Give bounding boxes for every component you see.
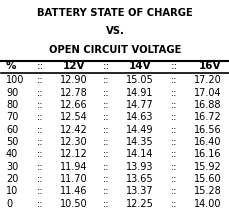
Text: ::: ::	[37, 88, 43, 98]
Text: 13.37: 13.37	[126, 186, 153, 196]
Text: ::: ::	[102, 61, 109, 71]
Text: 12V: 12V	[63, 61, 85, 71]
Text: 14.77: 14.77	[125, 100, 153, 110]
Text: ::: ::	[170, 112, 177, 122]
Text: 14.49: 14.49	[126, 125, 153, 135]
Text: 10.50: 10.50	[60, 199, 87, 208]
Text: 16.72: 16.72	[193, 112, 221, 122]
Text: ::: ::	[102, 125, 109, 135]
Text: 10: 10	[6, 186, 18, 196]
Text: 12.12: 12.12	[60, 149, 88, 159]
Text: ::: ::	[170, 149, 177, 159]
Text: 17.04: 17.04	[193, 88, 221, 98]
Text: 15.28: 15.28	[193, 186, 221, 196]
Text: 0: 0	[6, 199, 12, 208]
Text: ::: ::	[170, 186, 177, 196]
Text: ::: ::	[170, 174, 177, 184]
Text: 14.14: 14.14	[126, 149, 153, 159]
Text: 15.60: 15.60	[193, 174, 221, 184]
Text: 15.05: 15.05	[125, 75, 153, 85]
Text: 16.56: 16.56	[193, 125, 221, 135]
Text: ::: ::	[37, 112, 43, 122]
Text: 11.94: 11.94	[60, 162, 87, 172]
Text: BATTERY STATE OF CHARGE: BATTERY STATE OF CHARGE	[37, 8, 192, 18]
Text: ::: ::	[102, 149, 109, 159]
Text: 12.30: 12.30	[60, 137, 87, 147]
Text: 80: 80	[6, 100, 18, 110]
Text: 12.54: 12.54	[60, 112, 88, 122]
Text: 11.46: 11.46	[60, 186, 87, 196]
Text: 16.16: 16.16	[194, 149, 221, 159]
Text: 70: 70	[6, 112, 18, 122]
Text: ::: ::	[36, 61, 44, 71]
Text: ::: ::	[102, 174, 109, 184]
Text: 30: 30	[6, 162, 18, 172]
Text: ::: ::	[102, 137, 109, 147]
Text: ::: ::	[37, 149, 43, 159]
Text: ::: ::	[170, 75, 177, 85]
Text: 60: 60	[6, 125, 18, 135]
Text: ::: ::	[170, 137, 177, 147]
Text: ::: ::	[102, 112, 109, 122]
Text: 90: 90	[6, 88, 18, 98]
Text: 50: 50	[6, 137, 18, 147]
Text: ::: ::	[170, 162, 177, 172]
Text: ::: ::	[37, 199, 43, 208]
Text: 14.35: 14.35	[126, 137, 153, 147]
Text: OPEN CIRCUIT VOLTAGE: OPEN CIRCUIT VOLTAGE	[49, 45, 180, 55]
Text: 12.42: 12.42	[60, 125, 88, 135]
Text: 16.88: 16.88	[194, 100, 221, 110]
Text: ::: ::	[37, 125, 43, 135]
Text: ::: ::	[37, 100, 43, 110]
Text: VS.: VS.	[105, 26, 124, 36]
Text: ::: ::	[102, 186, 109, 196]
Text: 12.66: 12.66	[60, 100, 87, 110]
Text: 12.78: 12.78	[60, 88, 88, 98]
Text: 14.63: 14.63	[126, 112, 153, 122]
Text: ::: ::	[102, 199, 109, 208]
Text: %: %	[6, 61, 16, 71]
Text: 15.92: 15.92	[193, 162, 221, 172]
Text: 13.65: 13.65	[126, 174, 153, 184]
Text: 13.93: 13.93	[126, 162, 153, 172]
Text: ::: ::	[102, 162, 109, 172]
Text: ::: ::	[37, 186, 43, 196]
Text: 14.91: 14.91	[126, 88, 153, 98]
Text: 16.40: 16.40	[194, 137, 221, 147]
Text: ::: ::	[102, 100, 109, 110]
Text: ::: ::	[170, 88, 177, 98]
Text: 20: 20	[6, 174, 18, 184]
Text: ::: ::	[170, 100, 177, 110]
Text: 12.90: 12.90	[60, 75, 87, 85]
Text: ::: ::	[37, 75, 43, 85]
Text: 17.20: 17.20	[193, 75, 221, 85]
Text: ::: ::	[37, 174, 43, 184]
Text: ::: ::	[170, 125, 177, 135]
Text: 12.25: 12.25	[125, 199, 153, 208]
Text: 100: 100	[6, 75, 24, 85]
Text: ::: ::	[37, 137, 43, 147]
Text: 14.00: 14.00	[194, 199, 221, 208]
Text: 11.70: 11.70	[60, 174, 87, 184]
Text: ::: ::	[102, 88, 109, 98]
Text: ::: ::	[37, 162, 43, 172]
Text: ::: ::	[170, 199, 177, 208]
Text: 40: 40	[6, 149, 18, 159]
Text: ::: ::	[170, 61, 177, 71]
Text: 14V: 14V	[128, 61, 151, 71]
Text: 16V: 16V	[198, 61, 221, 71]
Text: ::: ::	[102, 75, 109, 85]
